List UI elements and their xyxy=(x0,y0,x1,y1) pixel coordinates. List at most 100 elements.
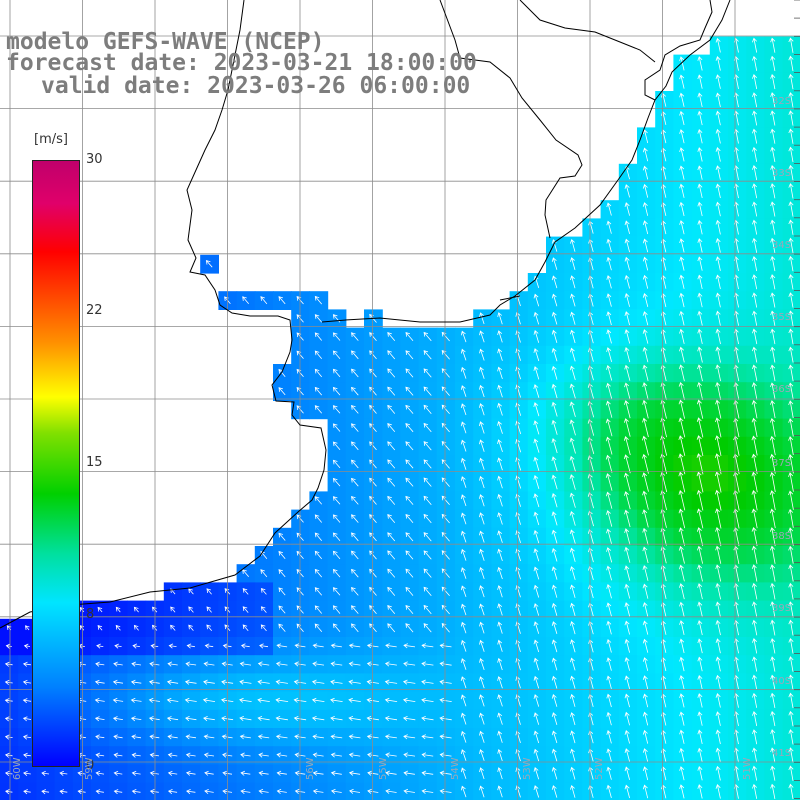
wind-arrow xyxy=(642,147,649,162)
wind-cell xyxy=(345,782,365,800)
wind-arrow xyxy=(185,734,197,740)
wind-arrow xyxy=(275,697,289,703)
wind-arrow xyxy=(185,770,196,776)
wind-arrow xyxy=(479,639,485,652)
wind-arrow xyxy=(405,532,414,542)
wind-arrow xyxy=(77,789,86,795)
wind-arrow xyxy=(570,657,576,671)
wind-arrow xyxy=(497,475,503,489)
wind-arrow xyxy=(770,382,776,400)
wind-cell xyxy=(546,782,565,800)
wind-arrow xyxy=(22,661,31,667)
wind-arrow xyxy=(642,657,649,671)
wind-arrow xyxy=(387,441,396,451)
wind-arrow xyxy=(460,658,467,670)
wind-arrow xyxy=(606,730,612,744)
wind-arrow xyxy=(770,55,776,71)
wind-arrow xyxy=(715,711,721,726)
wind-arrow xyxy=(788,783,794,800)
wind-cell xyxy=(782,72,800,92)
wind-arrow xyxy=(533,511,540,526)
wind-arrow xyxy=(551,621,558,635)
wind-arrow xyxy=(533,730,540,744)
wind-arrow xyxy=(715,526,722,547)
wind-cell xyxy=(782,655,800,674)
wind-arrow xyxy=(715,110,721,126)
wind-arrow xyxy=(697,56,703,71)
wind-arrow xyxy=(551,311,558,325)
wind-arrow xyxy=(133,606,139,613)
wind-arrow xyxy=(403,643,416,649)
wind-arrow xyxy=(387,459,396,469)
wind-arrow xyxy=(788,237,794,254)
wind-arrow xyxy=(112,679,124,685)
wind-arrow xyxy=(679,74,685,89)
wind-arrow xyxy=(770,400,776,419)
wind-arrow xyxy=(788,527,794,546)
wind-arrow xyxy=(752,183,758,199)
lon-label-51w: 51W xyxy=(742,757,753,780)
wind-arrow xyxy=(569,329,576,344)
wind-arrow xyxy=(497,748,503,762)
wind-arrow xyxy=(606,638,612,653)
wind-arrow xyxy=(423,477,432,487)
wind-cell xyxy=(782,764,800,784)
colorbar-tick-8: 8 xyxy=(86,607,95,622)
wind-arrow xyxy=(624,528,631,546)
wind-arrow xyxy=(642,274,649,289)
wind-arrow xyxy=(551,293,558,307)
wind-arrow xyxy=(533,293,540,307)
wind-arrow xyxy=(606,693,612,708)
wind-arrow xyxy=(4,661,13,667)
wind-arrow xyxy=(312,661,325,667)
wind-arrow xyxy=(278,623,286,632)
wind-arrow xyxy=(788,508,794,528)
wind-arrow xyxy=(387,332,396,342)
wind-arrow xyxy=(570,712,576,726)
wind-arrow xyxy=(751,582,758,600)
wind-arrow xyxy=(697,674,703,690)
wind-cell xyxy=(418,782,438,800)
wind-arrow xyxy=(366,716,379,722)
wind-arrow xyxy=(23,643,31,649)
wind-arrow xyxy=(240,752,251,758)
wind-arrow xyxy=(167,734,178,740)
wind-arrow xyxy=(497,330,503,343)
wind-cell xyxy=(782,91,800,110)
wind-arrow xyxy=(679,110,685,126)
wind-arrow xyxy=(275,734,288,740)
wind-arrow xyxy=(497,312,503,325)
wind-arrow xyxy=(788,201,794,217)
wind-arrow xyxy=(751,382,758,400)
wind-arrow xyxy=(697,620,703,636)
wind-arrow xyxy=(714,471,722,493)
wind-cell xyxy=(491,782,511,800)
lat-label-37s: 37S xyxy=(772,458,792,469)
wind-arrow xyxy=(678,435,686,456)
wind-arrow xyxy=(551,712,558,726)
wind-arrow xyxy=(203,734,215,740)
wind-arrow xyxy=(642,675,649,690)
colorbar-tick-30: 30 xyxy=(86,152,103,167)
wind-arrow xyxy=(551,584,558,598)
wind-arrow xyxy=(4,679,13,686)
wind-arrow xyxy=(551,657,558,671)
wind-arrow xyxy=(350,587,359,596)
wind-arrow xyxy=(678,508,686,529)
wind-cell xyxy=(254,782,274,800)
wind-arrow xyxy=(551,529,558,544)
wind-arrow xyxy=(679,346,685,363)
wind-arrow xyxy=(570,275,576,289)
wind-arrow xyxy=(569,510,576,526)
wind-arrow xyxy=(715,346,721,363)
wind-arrow xyxy=(697,165,703,180)
wind-cell xyxy=(400,782,420,800)
wind-arrow xyxy=(551,383,558,399)
wind-arrow xyxy=(94,679,105,685)
wind-arrow xyxy=(769,490,776,511)
wind-arrow xyxy=(479,566,485,580)
wind-cell xyxy=(36,782,56,800)
wind-cell xyxy=(782,127,800,147)
wind-arrow xyxy=(402,716,416,722)
